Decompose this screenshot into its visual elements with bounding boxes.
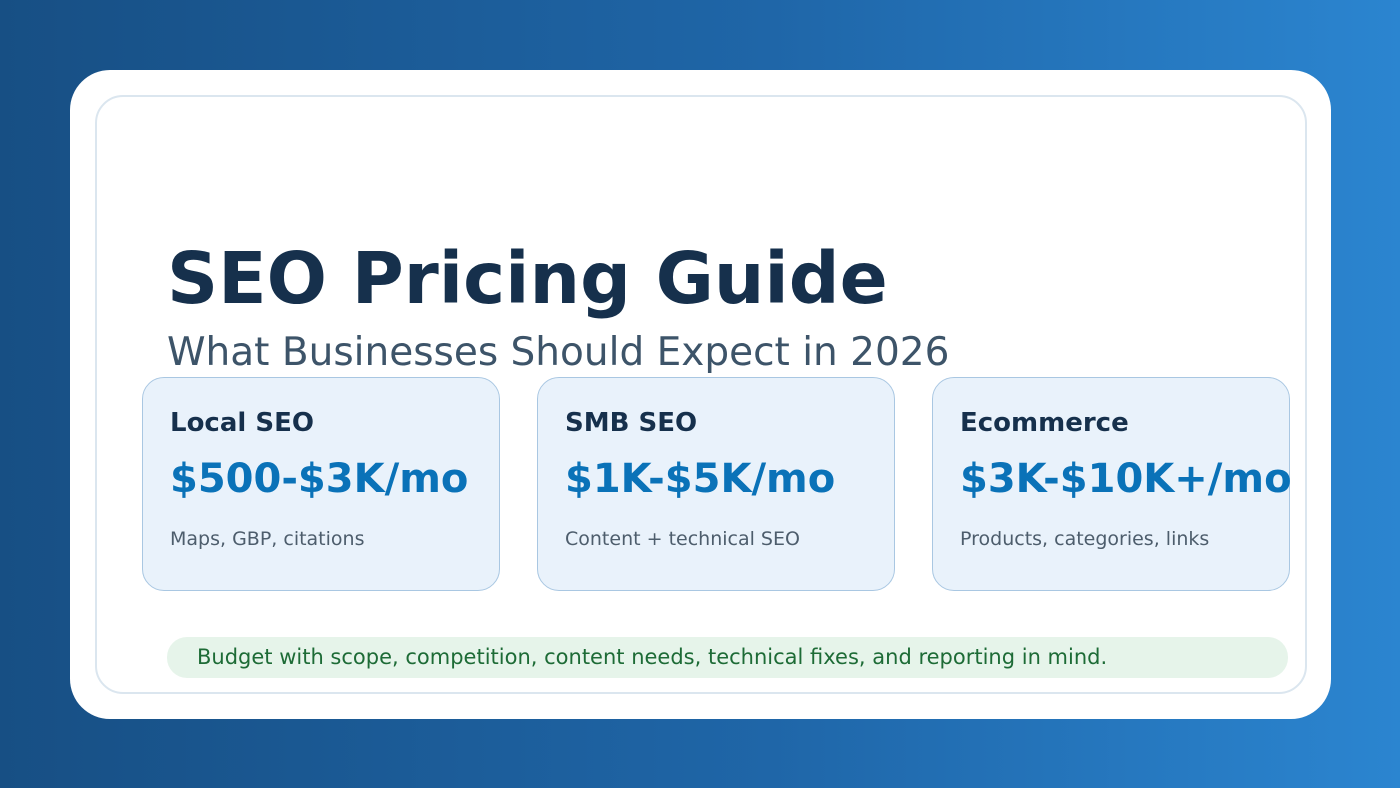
tier-price: $1K-$5K/mo (565, 456, 836, 502)
tier-description: Content + technical SEO (565, 528, 800, 550)
pricing-card: SEO Pricing Guide What Businesses Should… (70, 70, 1331, 719)
tier-name: Local SEO (170, 408, 314, 438)
tier-card-ecommerce: Ecommerce $3K-$10K+/mo Products, categor… (932, 377, 1292, 591)
tier-price: $3K-$10K+/mo (960, 456, 1292, 502)
page-title: SEO Pricing Guide (167, 237, 888, 320)
tier-card-local-seo: Local SEO $500-$3K/mo Maps, GBP, citatio… (142, 377, 500, 591)
pricing-card-inner: SEO Pricing Guide What Businesses Should… (95, 95, 1307, 694)
tier-name: SMB SEO (565, 408, 698, 438)
tier-name: Ecommerce (960, 408, 1129, 438)
tier-card-smb-seo: SMB SEO $1K-$5K/mo Content + technical S… (537, 377, 895, 591)
tier-price: $500-$3K/mo (170, 456, 469, 502)
budget-note: Budget with scope, competition, content … (167, 637, 1288, 678)
page-subtitle: What Businesses Should Expect in 2026 (167, 330, 950, 375)
tier-description: Products, categories, links (960, 528, 1210, 550)
tier-description: Maps, GBP, citations (170, 528, 365, 550)
